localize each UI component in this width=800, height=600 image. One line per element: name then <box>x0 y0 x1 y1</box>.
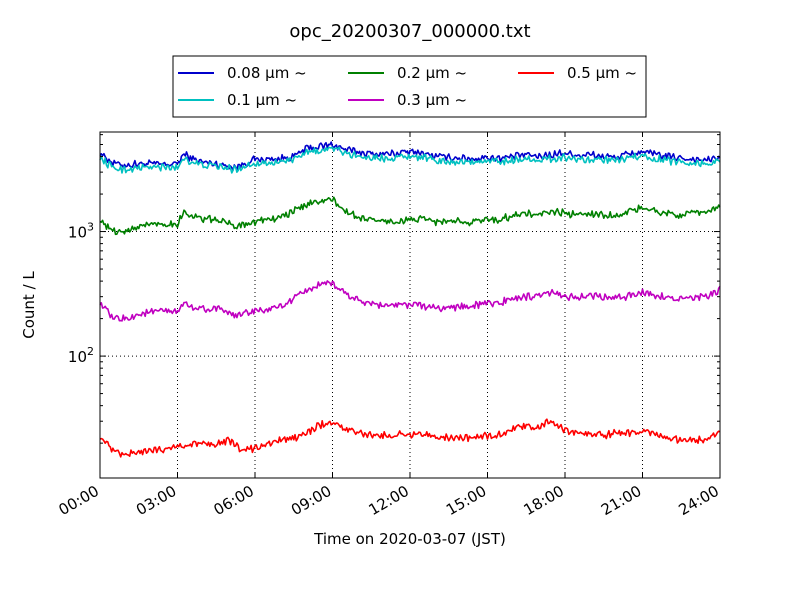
y-axis-label: Count / L <box>20 271 38 339</box>
legend-label: 0.5 μm ~ <box>567 64 637 82</box>
y-tick-label-exponent: 3 <box>87 221 94 234</box>
x-axis-label: Time on 2020-03-07 (JST) <box>313 530 506 548</box>
chart-title: opc_20200307_000000.txt <box>289 21 530 42</box>
x-tick-label: 24:00 <box>676 482 722 519</box>
legend-label: 0.2 μm ~ <box>397 64 467 82</box>
legend-label: 0.1 μm ~ <box>227 91 297 109</box>
y-tick-label: 103 <box>68 221 94 242</box>
legend-label: 0.3 μm ~ <box>397 91 467 109</box>
axis-ticks: 00:00 03:00 06:00 09:00 12:00 15:00 18:00 21:00… <box>56 132 722 519</box>
series-line <box>99 196 721 236</box>
grid-lines <box>100 132 720 478</box>
series-line <box>99 280 721 322</box>
y-tick-label: 102 <box>68 345 94 366</box>
x-tick-label: 21:00 <box>598 482 644 519</box>
legend-label: 0.08 μm ~ <box>227 64 307 82</box>
x-tick-label: 06:00 <box>211 482 257 519</box>
y-tick-label-exponent: 2 <box>87 345 94 358</box>
x-tick-label: 09:00 <box>288 482 334 519</box>
series-layer <box>99 141 721 458</box>
legend-box <box>172 55 647 118</box>
x-tick-label: 03:00 <box>133 482 179 519</box>
series-line <box>99 418 721 458</box>
chart-legend: 0.08 μm ~ 0.1 μm ~ 0.2 μm ~ 0.3 μm ~ 0.5 μm … <box>172 55 647 118</box>
y-tick-label-base: 10 <box>68 348 87 366</box>
x-tick-label: 00:00 <box>56 482 102 519</box>
y-tick-label-base: 10 <box>68 224 87 242</box>
x-tick-label: 12:00 <box>366 482 412 519</box>
x-tick-label: 15:00 <box>443 482 489 519</box>
x-tick-label: 18:00 <box>521 482 567 519</box>
series-line <box>99 146 721 174</box>
